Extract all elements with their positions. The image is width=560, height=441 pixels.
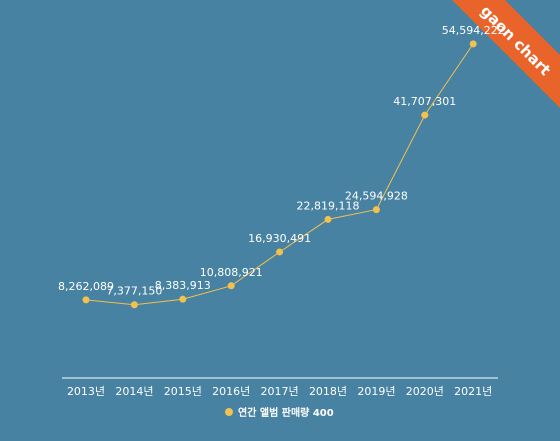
ribbon-background (452, 0, 560, 108)
data-point (228, 282, 235, 289)
data-point (131, 301, 138, 308)
data-label: 8,383,913 (155, 279, 211, 292)
data-label: 41,707,301 (393, 95, 456, 108)
x-tick-label: 2020년 (406, 385, 444, 398)
legend-marker (225, 408, 233, 416)
series-line (86, 44, 473, 305)
x-tick-label: 2021년 (454, 385, 492, 398)
data-point (470, 40, 477, 47)
x-tick-label: 2015년 (164, 385, 202, 398)
x-tick-label: 2017년 (261, 385, 299, 398)
gaon-chart-ribbon: gaon chart (452, 0, 560, 108)
data-point (276, 248, 283, 255)
data-labels: 8,262,0897,377,1508,383,91310,808,92116,… (58, 24, 505, 298)
x-tick-label: 2019년 (357, 385, 395, 398)
legend-label: 연간 앨범 판매량 400 (238, 406, 334, 419)
data-label: 10,808,921 (200, 266, 263, 279)
x-tick-label: 2018년 (309, 385, 347, 398)
data-label: 24,594,928 (345, 190, 408, 203)
x-tick-label: 2013년 (67, 385, 105, 398)
series-line-group (86, 44, 473, 305)
data-point (373, 206, 380, 213)
data-label: 54,594,222 (442, 24, 505, 37)
data-point (83, 296, 90, 303)
data-label: 16,930,491 (248, 232, 311, 245)
x-tick-label: 2016년 (212, 385, 250, 398)
data-point (421, 112, 428, 119)
x-tick-label: 2014년 (115, 385, 153, 398)
data-point (179, 296, 186, 303)
data-points (83, 40, 477, 308)
legend: 연간 앨범 판매량 400 (225, 406, 334, 419)
data-point (325, 216, 332, 223)
x-tick-labels: 2013년 2014년 2015년 2016년 2017년 2018년 2019년 2020년… (67, 385, 492, 398)
